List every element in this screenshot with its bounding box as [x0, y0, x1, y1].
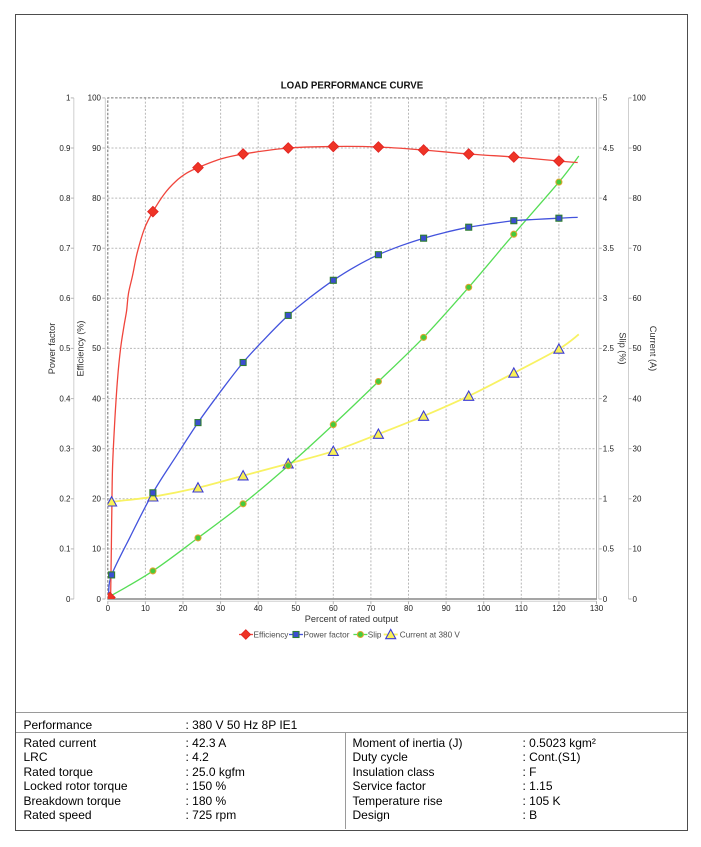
svg-text:0: 0	[97, 595, 102, 604]
svg-text:Current (A): Current (A)	[648, 326, 658, 371]
svg-text:110: 110	[515, 604, 528, 613]
svg-text:90: 90	[92, 144, 101, 153]
svg-text:4: 4	[603, 194, 608, 203]
svg-text:60: 60	[329, 604, 338, 613]
svg-text:0: 0	[106, 604, 111, 613]
svg-text:60: 60	[633, 294, 642, 303]
svg-text:Percent of rated output: Percent of rated output	[305, 614, 399, 624]
svg-text:10: 10	[92, 545, 101, 554]
svg-text:Current at 380 V: Current at 380 V	[400, 631, 461, 640]
svg-text:100: 100	[88, 94, 102, 103]
svg-text:0: 0	[603, 595, 608, 604]
svg-text:30: 30	[92, 445, 101, 454]
svg-text:80: 80	[404, 604, 413, 613]
svg-text:5: 5	[603, 94, 608, 103]
svg-text:90: 90	[633, 144, 642, 153]
svg-text:LOAD PERFORMANCE CURVE: LOAD PERFORMANCE CURVE	[281, 80, 424, 91]
svg-text:120: 120	[552, 604, 566, 613]
svg-text:Efficiency (%): Efficiency (%)	[76, 321, 86, 377]
svg-text:20: 20	[633, 495, 642, 504]
svg-text:100: 100	[477, 604, 491, 613]
svg-text:1: 1	[603, 495, 608, 504]
svg-text:0.5: 0.5	[603, 545, 615, 554]
svg-text:40: 40	[633, 394, 642, 403]
svg-text:80: 80	[92, 194, 101, 203]
svg-text:40: 40	[254, 604, 263, 613]
svg-text:1.5: 1.5	[603, 445, 615, 454]
svg-text:90: 90	[442, 604, 451, 613]
svg-text:0: 0	[66, 595, 71, 604]
svg-text:4.5: 4.5	[603, 144, 615, 153]
svg-text:1: 1	[66, 94, 71, 103]
svg-text:0.7: 0.7	[59, 244, 71, 253]
svg-text:0.3: 0.3	[59, 445, 71, 454]
svg-text:Power factor: Power factor	[304, 631, 350, 640]
svg-text:2: 2	[603, 394, 608, 403]
svg-text:0.5: 0.5	[59, 344, 71, 353]
svg-text:20: 20	[179, 604, 188, 613]
svg-text:0.2: 0.2	[59, 495, 71, 504]
svg-text:10: 10	[633, 545, 642, 554]
svg-text:0.4: 0.4	[59, 394, 71, 403]
svg-text:3: 3	[603, 294, 608, 303]
svg-text:10: 10	[141, 604, 150, 613]
svg-text:3.5: 3.5	[603, 244, 615, 253]
svg-text:50: 50	[291, 604, 300, 613]
svg-text:Power factor: Power factor	[47, 323, 57, 375]
svg-text:0.8: 0.8	[59, 194, 71, 203]
svg-text:60: 60	[92, 294, 101, 303]
svg-text:Slip (%): Slip (%)	[618, 332, 628, 364]
svg-text:50: 50	[92, 344, 101, 353]
svg-text:70: 70	[92, 244, 101, 253]
svg-text:80: 80	[633, 194, 642, 203]
svg-text:Slip: Slip	[368, 631, 382, 640]
svg-text:0.6: 0.6	[59, 294, 71, 303]
svg-text:20: 20	[92, 495, 101, 504]
svg-text:100: 100	[633, 94, 647, 103]
svg-text:130: 130	[590, 604, 604, 613]
svg-text:70: 70	[633, 244, 642, 253]
svg-text:0: 0	[633, 595, 638, 604]
svg-text:50: 50	[633, 344, 642, 353]
svg-text:Efficiency: Efficiency	[254, 631, 290, 640]
svg-text:2.5: 2.5	[603, 344, 615, 353]
svg-text:30: 30	[633, 445, 642, 454]
svg-text:0.1: 0.1	[59, 545, 71, 554]
svg-text:0.9: 0.9	[59, 144, 71, 153]
svg-text:40: 40	[92, 394, 101, 403]
svg-text:70: 70	[366, 604, 375, 613]
svg-text:30: 30	[216, 604, 225, 613]
